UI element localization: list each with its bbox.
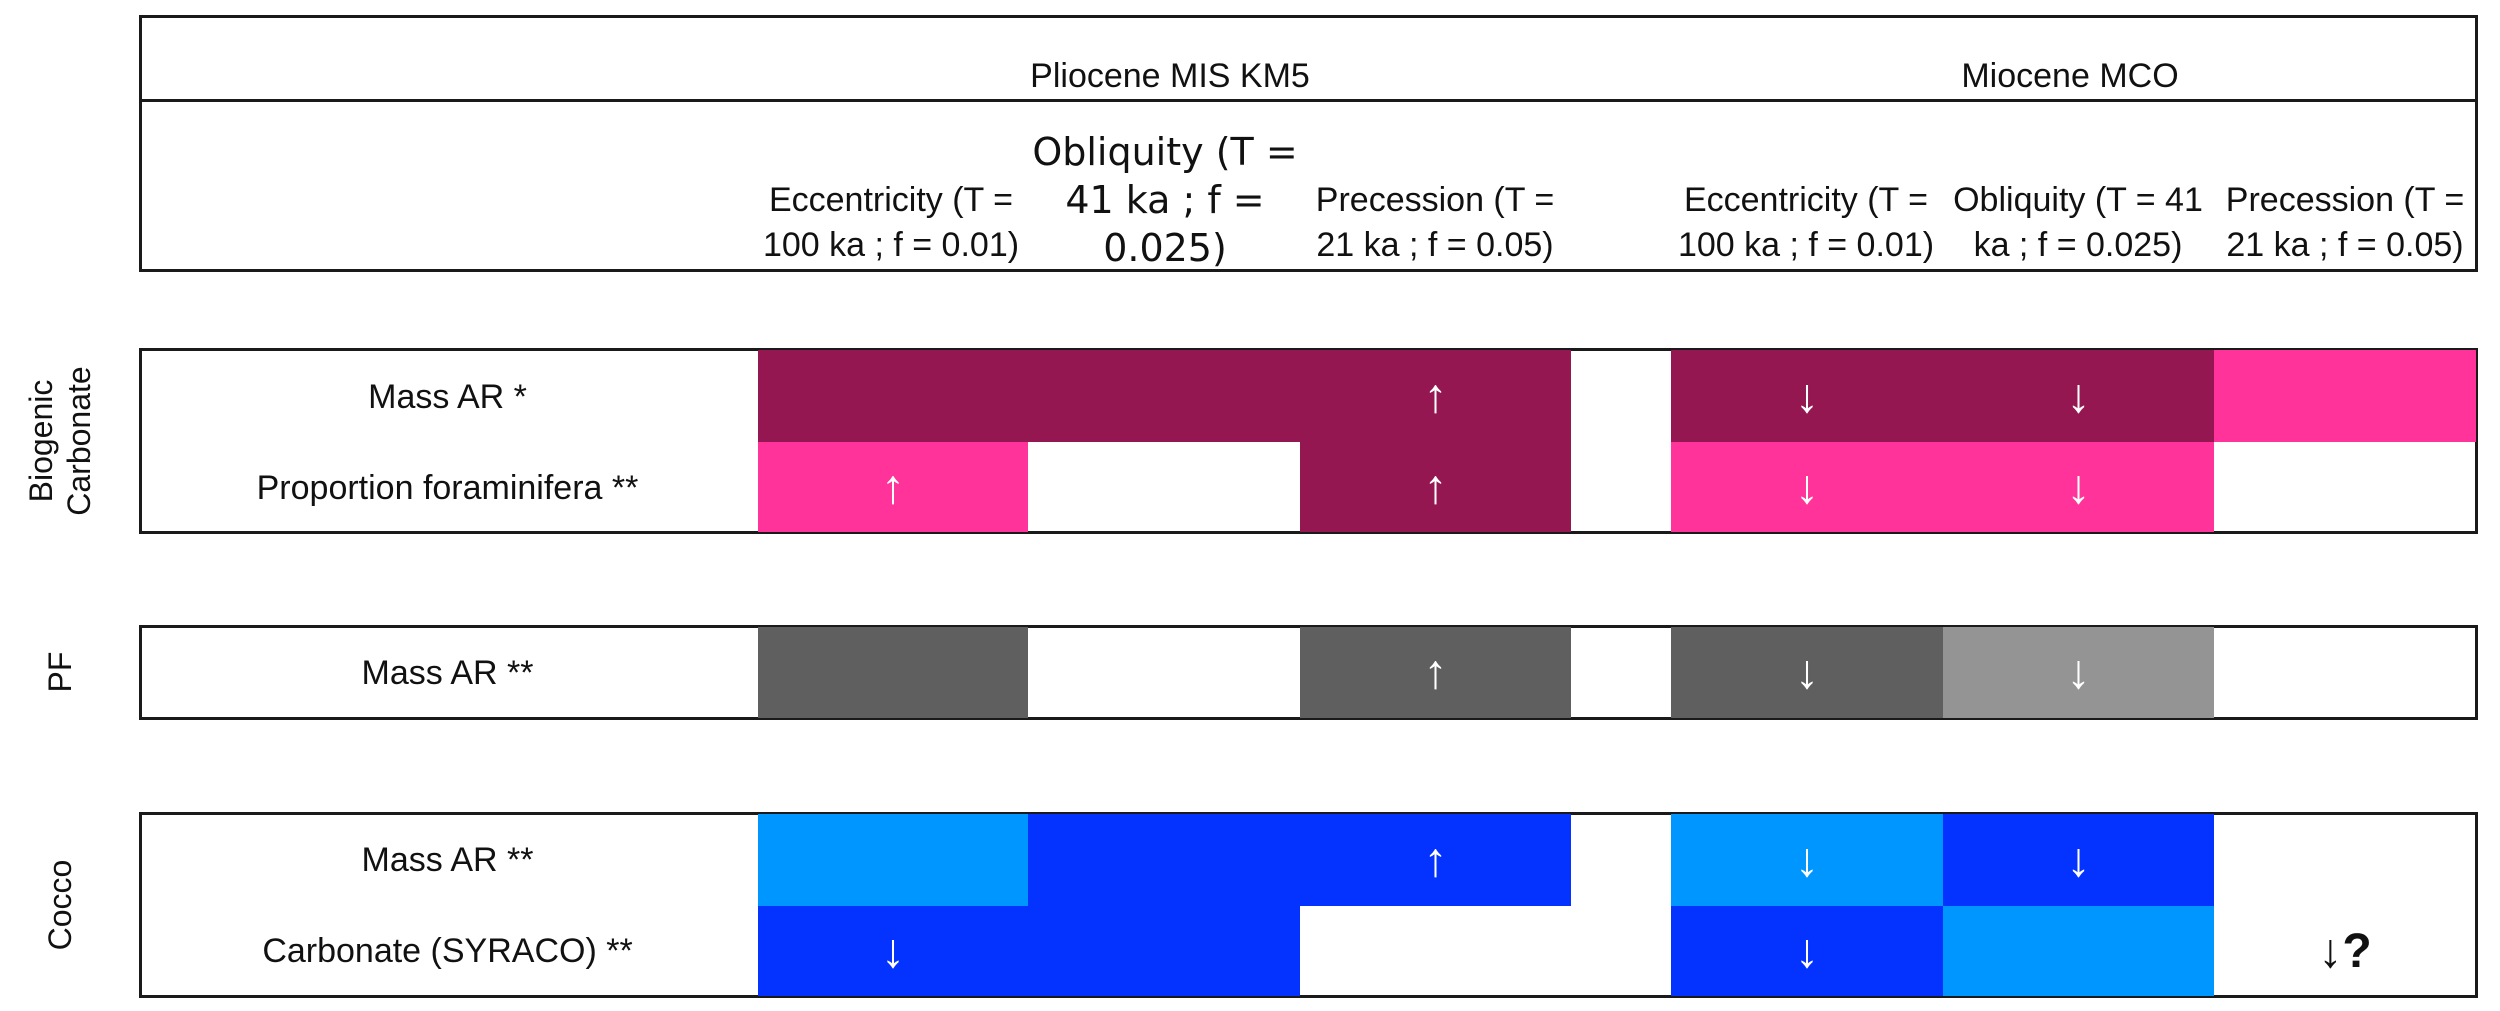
arrow-down-icon: ↓ xyxy=(2066,646,2091,699)
group-box-pf xyxy=(139,625,2478,720)
cell-proportion-foraminifera-precession-miocene xyxy=(2214,442,2476,532)
cell-proportion-foraminifera-obliquity-pliocene xyxy=(1028,442,1300,532)
cell-biogenic-mass-ar-obliquity-pliocene xyxy=(1028,350,1300,442)
cell-pf-mass-ar-precession-pliocene: ↑ xyxy=(1300,627,1571,718)
cell-proportion-foraminifera-precession-pliocene: ↑ xyxy=(1300,442,1571,532)
group-label-cocco: Cocco xyxy=(42,859,78,951)
period-title-miocene: Miocene MCO xyxy=(1961,57,2179,95)
header-divider xyxy=(139,99,2478,102)
column-header-eccentricity-miocene: Eccentricity (T = 100 ka ; f = 0.01) xyxy=(1677,181,1935,264)
group-label-biogenic-carbonate: Biogenic Carbonate xyxy=(23,366,97,516)
cell-pf-mass-ar-obliquity-pliocene xyxy=(1028,627,1300,718)
cell-carbonate-syraco-precession-miocene: ↓? xyxy=(2214,906,2476,996)
cell-cocco-mass-ar-eccentricity-miocene: ↓ xyxy=(1671,814,1943,906)
arrow-down-icon: ↓ xyxy=(881,924,905,978)
header-box xyxy=(139,15,2478,272)
arrow-up-icon: ↑ xyxy=(881,460,905,514)
row-label-pf-mass-ar: Mass AR ** xyxy=(361,654,534,692)
arrow-down-icon: ↓ xyxy=(1795,646,1819,699)
cell-biogenic-mass-ar-eccentricity-miocene: ↓ xyxy=(1671,350,1943,442)
row-label-biogenic-mass-ar: Mass AR * xyxy=(368,378,527,416)
cell-carbonate-syraco-precession-pliocene xyxy=(1300,906,1571,996)
group-label-pf: PF xyxy=(42,651,78,693)
cell-proportion-foraminifera-obliquity-miocene: ↓ xyxy=(1943,442,2214,532)
cell-cocco-mass-ar-obliquity-pliocene xyxy=(1028,814,1300,906)
cell-biogenic-mass-ar-precession-pliocene: ↑ xyxy=(1300,350,1571,442)
group-box-biogenic-carbonate xyxy=(139,348,2478,534)
arrow-down-icon: ↓ xyxy=(2066,833,2091,887)
period-title-pliocene: Pliocene MIS KM5 xyxy=(1030,57,1310,95)
row-label-proportion-foraminifera: Proportion foraminifera ** xyxy=(256,469,639,507)
cell-carbonate-syraco-obliquity-miocene xyxy=(1943,906,2214,996)
arrow-up-icon: ↑ xyxy=(1423,369,1448,423)
arrow-up-icon: ↑ xyxy=(1423,833,1448,887)
row-label-cocco-mass-ar: Mass AR ** xyxy=(361,841,534,879)
cell-carbonate-syraco-eccentricity-miocene: ↓ xyxy=(1671,906,1943,996)
cell-biogenic-mass-ar-obliquity-miocene: ↓ xyxy=(1943,350,2214,442)
arrow-down-icon: ↓? xyxy=(2318,924,2372,978)
cell-cocco-mass-ar-obliquity-miocene: ↓ xyxy=(1943,814,2214,906)
column-header-eccentricity-pliocene: Eccentricity (T = 100 ka ; f = 0.01) xyxy=(762,181,1020,264)
cell-pf-mass-ar-eccentricity-miocene: ↓ xyxy=(1671,627,1943,718)
cell-pf-mass-ar-precession-miocene xyxy=(2214,627,2476,718)
row-label-carbonate-syraco: Carbonate (SYRACO) ** xyxy=(262,932,633,970)
arrow-up-icon: ↑ xyxy=(1423,460,1448,514)
arrow-down-icon: ↓ xyxy=(1795,369,1819,423)
arrow-down-icon: ↓ xyxy=(2066,369,2091,423)
arrow-down-icon: ↓ xyxy=(2066,460,2091,514)
cell-proportion-foraminifera-eccentricity-pliocene: ↑ xyxy=(758,442,1028,532)
group-box-cocco xyxy=(139,812,2478,998)
cell-pf-mass-ar-obliquity-miocene: ↓ xyxy=(1943,627,2214,718)
arrow-down-icon: ↓ xyxy=(1795,924,1819,978)
column-header-precession-pliocene: Precession (T = 21 ka ; f = 0.05) xyxy=(1315,181,1555,264)
cell-cocco-mass-ar-precession-pliocene: ↑ xyxy=(1300,814,1571,906)
arrow-down-icon: ↓ xyxy=(1795,833,1819,887)
cell-biogenic-mass-ar-eccentricity-pliocene xyxy=(758,350,1028,442)
column-header-obliquity-pliocene: Obliquity (T = 41 ka ; f = 0.025) xyxy=(1032,130,1298,270)
cell-proportion-foraminifera-eccentricity-miocene: ↓ xyxy=(1671,442,1943,532)
cell-cocco-mass-ar-eccentricity-pliocene xyxy=(758,814,1028,906)
arrow-up-icon: ↑ xyxy=(1423,646,1448,699)
cell-pf-mass-ar-eccentricity-pliocene xyxy=(758,627,1028,718)
cell-biogenic-mass-ar-precession-miocene xyxy=(2214,350,2476,442)
cell-carbonate-syraco-eccentricity-pliocene: ↓ xyxy=(758,906,1028,996)
cell-carbonate-syraco-obliquity-pliocene xyxy=(1028,906,1300,996)
cell-cocco-mass-ar-precession-miocene xyxy=(2214,814,2476,906)
column-header-obliquity-miocene: Obliquity (T = 41 ka ; f = 0.025) xyxy=(1953,181,2203,264)
column-header-precession-miocene: Precession (T = 21 ka ; f = 0.05) xyxy=(2225,181,2465,264)
arrow-down-icon: ↓ xyxy=(1795,460,1819,514)
